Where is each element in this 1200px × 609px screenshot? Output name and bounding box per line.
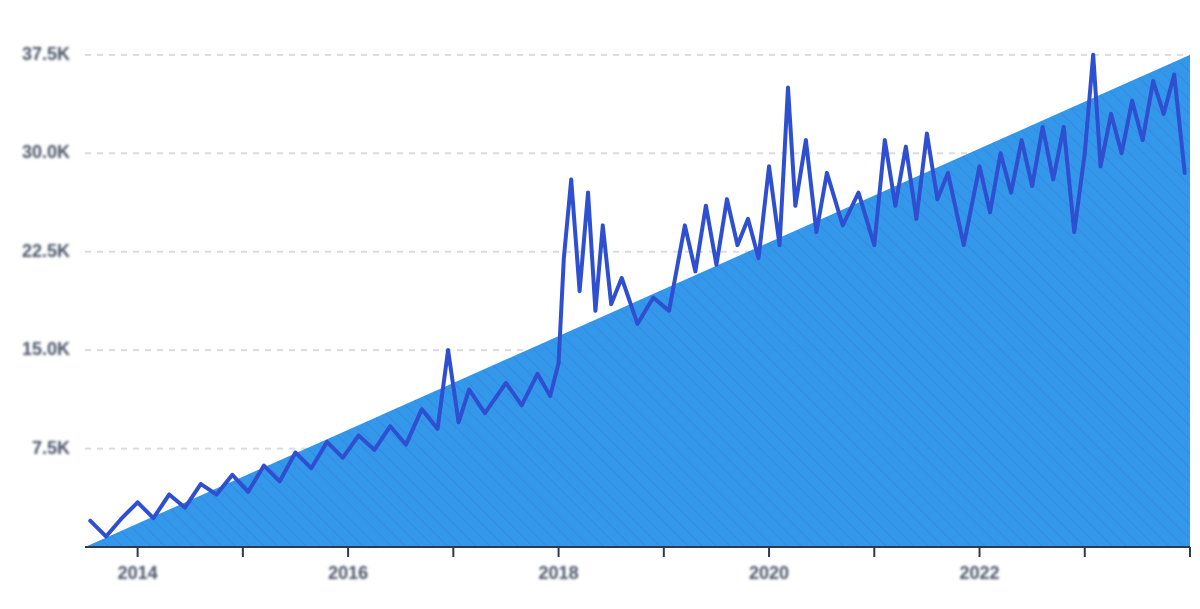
x-axis-tick-label: 2020 (739, 563, 799, 584)
x-axis-tick-label: 2022 (950, 563, 1010, 584)
x-axis-tick-label: 2016 (318, 563, 378, 584)
y-axis-tick-label: 7.5K (10, 438, 70, 459)
chart-svg (10, 10, 1200, 609)
x-axis-tick-label: 2018 (529, 563, 589, 584)
x-axis-tick-label: 2014 (108, 563, 168, 584)
y-axis-tick-label: 15.0K (10, 339, 70, 360)
y-axis-tick-label: 37.5K (10, 44, 70, 65)
y-axis-tick-label: 22.5K (10, 241, 70, 262)
y-axis-tick-label: 30.0K (10, 142, 70, 163)
line-area-chart: 7.5K15.0K22.5K30.0K37.5K2014201620182020… (10, 10, 1190, 565)
